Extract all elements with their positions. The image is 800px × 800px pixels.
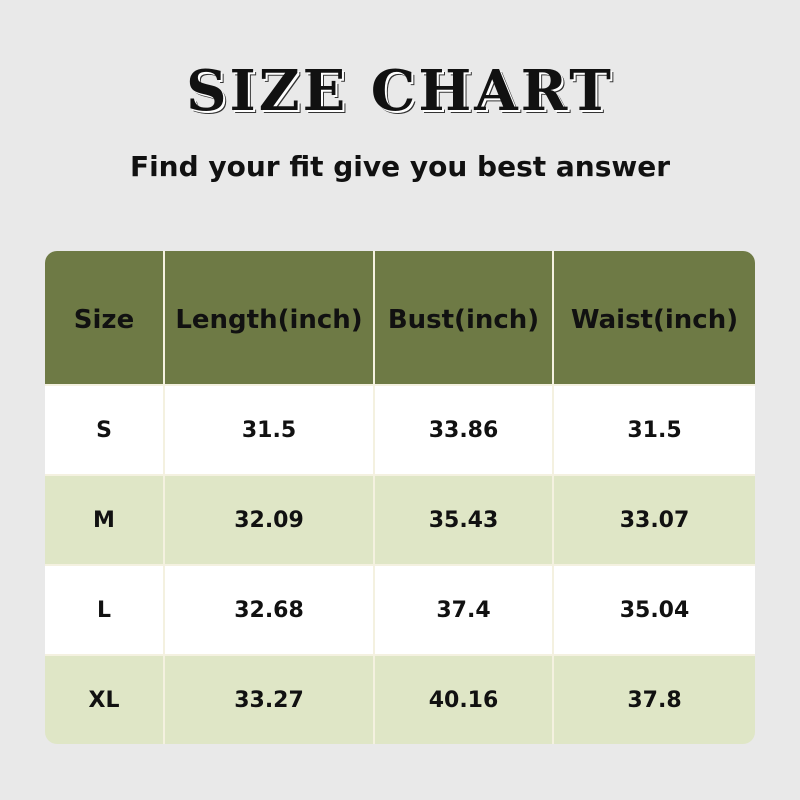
header-waist: Waist(inch)	[570, 305, 739, 335]
cell-size: XL	[45, 656, 165, 744]
cell-waist: 31.5	[627, 417, 682, 443]
cell-bust: 35.43	[375, 476, 554, 564]
header-size: Size	[45, 251, 165, 384]
page-subtitle: Find your fit give you best answer	[129, 150, 671, 183]
table-row: L 32.68 37.4 35.04	[45, 564, 755, 654]
cell-length: 33.27	[165, 656, 375, 744]
table-row: XL 33.27 40.16 37.8	[45, 654, 755, 744]
cell-waist: 33.07	[619, 507, 690, 533]
cell-length: 32.09	[165, 476, 375, 564]
cell-waist: 37.8	[627, 687, 682, 713]
size-table: Size Length(inch) Bust(inch) Waist(inch)…	[45, 251, 755, 744]
cell-bust: 33.86	[375, 386, 554, 474]
cell-size: S	[45, 386, 165, 474]
table-row: M 32.09 35.43 33.07	[45, 474, 755, 564]
header-bust: Bust(inch)	[375, 251, 554, 384]
page-title: SIZE CHART	[186, 58, 614, 124]
header-length: Length(inch)	[165, 251, 375, 384]
cell-bust: 37.4	[375, 566, 554, 654]
cell-size: M	[45, 476, 165, 564]
cell-waist: 35.04	[619, 597, 690, 623]
cell-length: 32.68	[165, 566, 375, 654]
cell-bust: 40.16	[375, 656, 554, 744]
table-header-row: Size Length(inch) Bust(inch) Waist(inch)	[45, 251, 755, 384]
cell-size: L	[45, 566, 165, 654]
cell-length: 31.5	[165, 386, 375, 474]
table-row: S 31.5 33.86 31.5	[45, 384, 755, 474]
